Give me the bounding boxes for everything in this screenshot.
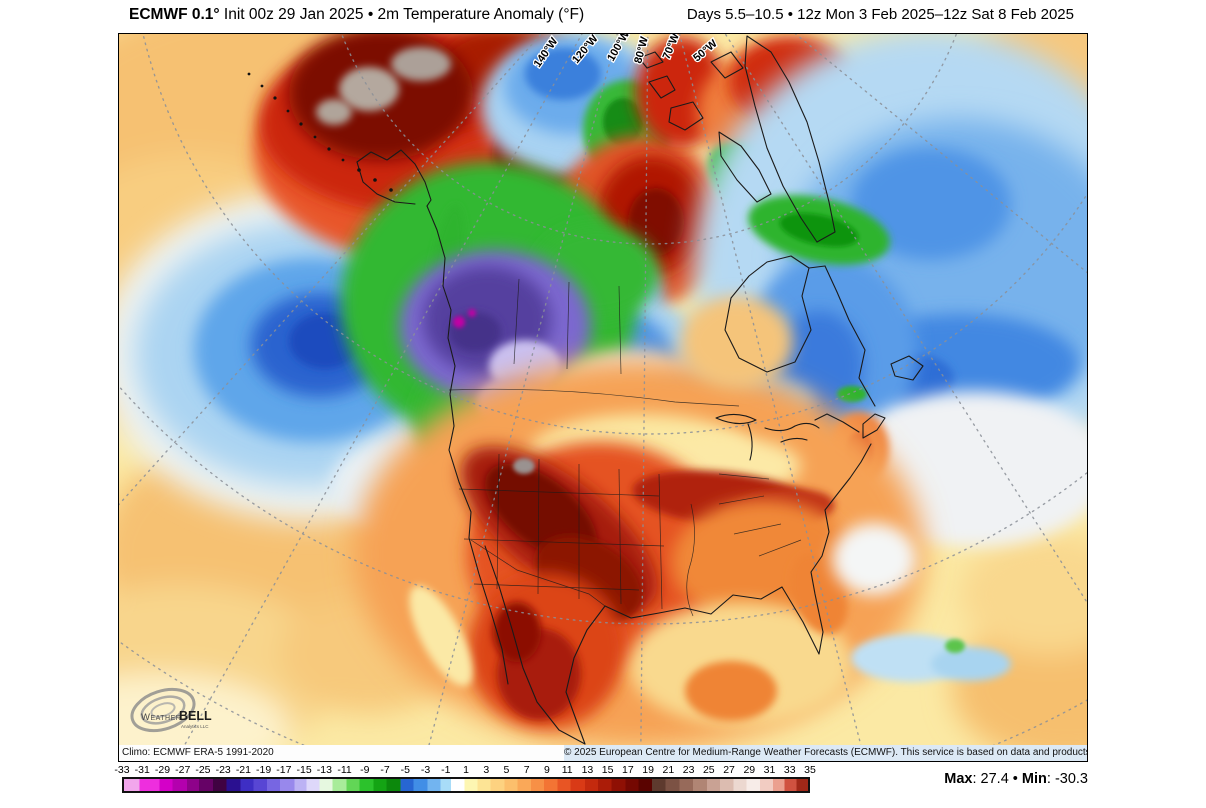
colorbar-tick: 19 — [642, 764, 654, 776]
aleutian-islands — [247, 72, 393, 192]
colorbar-tick: -25 — [195, 764, 211, 776]
colorbar-tick: 7 — [523, 764, 530, 776]
colorbar-tick: -33 — [114, 764, 130, 776]
colorbar-tick: -9 — [360, 764, 370, 776]
graticule — [119, 34, 1087, 745]
title-detail: Init 00z 29 Jan 2025 • 2m Temperature An… — [219, 6, 585, 23]
forecast-date-range: Days 5.5–10.5 • 12z Mon 3 Feb 2025–12z S… — [686, 6, 1074, 23]
colorbar-tick: -19 — [256, 764, 272, 776]
us-warm-anomaly — [354, 296, 1011, 745]
colorbar-tick: 29 — [743, 764, 756, 776]
colorbar-tick: -27 — [175, 764, 191, 776]
header: ECMWF 0.1° Init 00z 29 Jan 2025 • 2m Tem… — [118, 6, 1088, 30]
colorbar-tick: -5 — [400, 764, 410, 776]
colorbar-tick: -17 — [276, 764, 292, 776]
colorbar-tick: -23 — [215, 764, 231, 776]
colorbar-tick: 1 — [463, 764, 469, 776]
colorbar-tick: -1 — [441, 764, 451, 776]
logo-weather-text: Weather — [141, 712, 181, 723]
colorbar-tick: 21 — [662, 764, 675, 776]
colorbar-tick: 31 — [763, 764, 776, 776]
colorbar-tick: 35 — [804, 764, 816, 776]
max-label: Max — [944, 771, 973, 787]
colorbar-tick: 11 — [561, 764, 573, 776]
attribution-strip: Climo: ECMWF ERA-5 1991-2020 © 2025 Euro… — [119, 745, 1087, 761]
colorbar-tick: 15 — [601, 764, 614, 776]
copyright-note: © 2025 European Centre for Medium-Range … — [564, 745, 1087, 761]
colorbar-tick: 5 — [503, 764, 510, 776]
colorbar-tick: 27 — [723, 764, 735, 776]
max-value: : 27.4 — [972, 771, 1009, 787]
colorbar-tick: 9 — [544, 764, 550, 776]
stats-separator: • — [1008, 771, 1022, 787]
colorbar-tick: 23 — [682, 764, 695, 776]
colorbar-tick: -21 — [235, 764, 251, 776]
colorbar-tick: 13 — [581, 764, 594, 776]
colorbar-tick: 3 — [483, 764, 490, 776]
colorbar-tick: -15 — [296, 764, 312, 776]
map-figure: 140°W 120°W 100°W 80°W 70°W 50°W Weather… — [118, 33, 1088, 762]
logo-bell-text: BELL — [179, 709, 212, 723]
coastlines — [356, 35, 924, 745]
state-borders — [448, 278, 802, 617]
colorbar-tick: -31 — [134, 764, 150, 776]
weatherbell-logo: Weather BELL Analytics LLC — [130, 687, 212, 733]
max-min-stats: Max: 27.4 • Min: -30.3 — [944, 771, 1088, 787]
colorbar-tick: -3 — [420, 764, 431, 776]
colorbar-tick-labels: -33 -31 -29 -27 -25 -23 -21 -19 -17 -15 -13 -11 -9 -7… — [114, 764, 815, 776]
colorbar-tick: 25 — [702, 764, 715, 776]
colorbar — [122, 777, 810, 793]
colorbar-tick: -7 — [380, 764, 390, 776]
colorbar-tick: 33 — [783, 764, 796, 776]
colorbar-tick: 17 — [622, 764, 634, 776]
logo-sub-text: Analytics LLC — [181, 724, 209, 729]
anomaly-map: 140°W 120°W 100°W 80°W 70°W 50°W Weather… — [119, 34, 1087, 745]
min-value: : -30.3 — [1046, 771, 1088, 787]
min-label: Min — [1021, 771, 1047, 787]
colorbar-tick: -29 — [154, 764, 171, 776]
climo-note: Climo: ECMWF ERA-5 1991-2020 — [119, 745, 564, 761]
colorbar-tick: -13 — [316, 764, 332, 776]
map-title: ECMWF 0.1° Init 00z 29 Jan 2025 • 2m Tem… — [129, 6, 584, 24]
colorbar-tick: -11 — [337, 764, 352, 776]
model-name: ECMWF 0.1° — [129, 6, 220, 23]
